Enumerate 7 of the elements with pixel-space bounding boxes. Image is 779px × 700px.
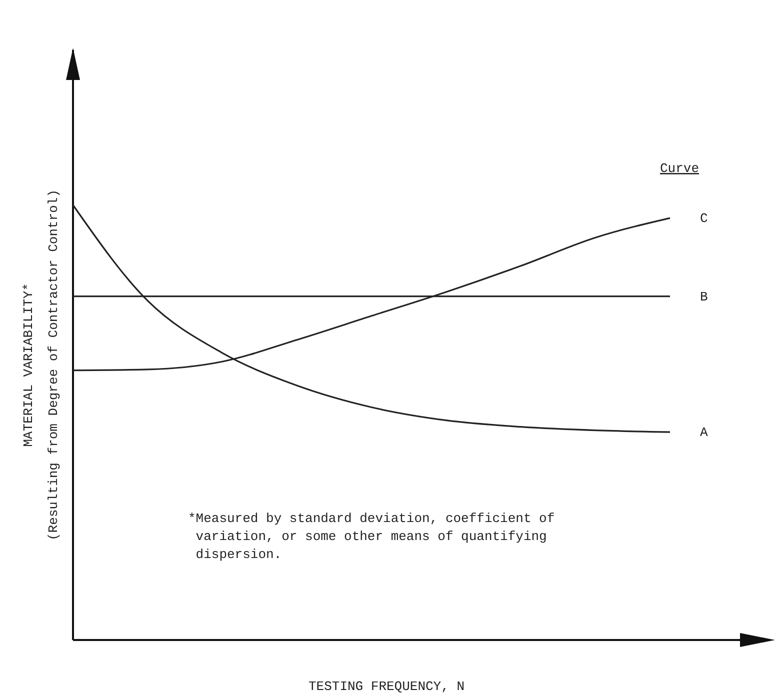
y-axis-title: MATERIAL VARIABILITY* (Resulting from Degree of Contractor Control) [21,189,61,541]
text: A [700,425,708,440]
legend-title: Curve [660,161,700,176]
text: B [700,289,708,304]
annotation: *Measured by standard deviation, coefficient of variation, or some other means of quantifying dispersion. [188,511,555,562]
x-axis-title: TESTING FREQUENCY, N [308,679,465,694]
text: C [700,211,708,226]
